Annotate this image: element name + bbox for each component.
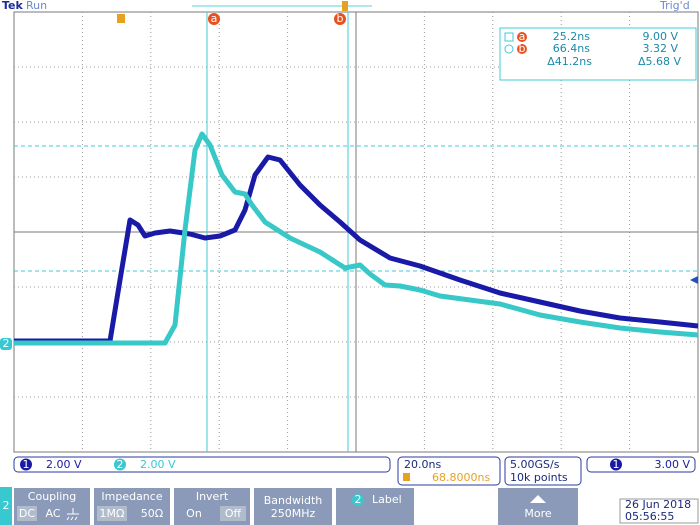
channel-2-marker	[0, 338, 12, 350]
a-time: 25.2ns	[553, 30, 590, 43]
menu-channel-tab	[0, 487, 12, 525]
timebase-position: 68.8000ns	[432, 471, 490, 484]
date: 26 Jun 2018	[625, 498, 691, 511]
invert-title: Invert	[196, 490, 229, 503]
bandwidth-title: Bandwidth	[264, 494, 323, 507]
cursor-b-label: b	[337, 12, 344, 25]
delta-volt: Δ5.68 V	[638, 55, 682, 68]
a-volt: 9.00 V	[642, 30, 678, 43]
label-title: Label	[372, 493, 402, 506]
label-button[interactable]: 2 Label	[336, 488, 414, 525]
readout-box	[499, 27, 697, 81]
coupling-title: Coupling	[28, 490, 76, 503]
trigger-level-marker	[690, 276, 698, 284]
timebase-scale: 20.0ns	[404, 458, 441, 471]
bandwidth-button[interactable]: Bandwidth 250MHz	[254, 488, 332, 525]
ch1-scale: 2.00 V	[46, 458, 82, 471]
b-volt: 3.32 V	[642, 42, 678, 55]
run-status: Run	[26, 0, 47, 12]
record-length: 10k points	[510, 471, 568, 484]
ch2-scale: 2.00 V	[140, 458, 176, 471]
channel-bar	[13, 456, 391, 473]
ch1-number: 1	[23, 458, 30, 471]
menu-channel: 2	[3, 499, 10, 512]
invert-off: Off	[225, 507, 242, 520]
cursor-a-badge	[208, 13, 220, 25]
delta-time: Δ41.2ns	[547, 55, 592, 68]
trigger-marker	[117, 14, 125, 23]
coupling-button[interactable]: Coupling DC AC	[14, 488, 90, 525]
channel-2-trace	[14, 131, 699, 346]
impedance-1m: 1MΩ	[100, 507, 125, 520]
more-button[interactable]: More	[498, 488, 578, 525]
trigger-level: 3.00 V	[654, 458, 690, 471]
impedance-title: Impedance	[101, 490, 162, 503]
datetime-box	[619, 498, 699, 524]
label-channel: 2	[355, 493, 362, 506]
cursor-a-label: a	[211, 12, 218, 25]
brand: Tek	[2, 0, 24, 12]
readout-a-badge: a	[519, 30, 526, 43]
invert-button[interactable]: Invert On Off	[174, 488, 250, 525]
trigger-status: Trig'd	[659, 0, 690, 12]
coupling-dc: DC	[19, 507, 35, 520]
trigger-source: 1	[613, 458, 620, 471]
channel-2-marker-label: 2	[3, 337, 10, 350]
cursor-readout: a b 25.2ns 9.00 V 66.4ns 3.32 V Δ41.2ns …	[499, 27, 697, 81]
coupling-ac: AC	[45, 507, 60, 520]
impedance-button[interactable]: Impedance 1MΩ 50Ω	[94, 488, 170, 525]
ch2-number: 2	[117, 458, 124, 471]
trigger-pos-marker	[342, 1, 348, 11]
readout-b-badge: b	[519, 42, 526, 55]
acquisition-box	[504, 456, 582, 486]
invert-on: On	[186, 507, 202, 520]
b-time: 66.4ns	[553, 42, 590, 55]
channel-1-trace	[14, 154, 699, 344]
bandwidth-value: 250MHz	[271, 507, 316, 520]
sample-rate: 5.00GS/s	[510, 458, 560, 471]
time: 05:56:55	[625, 510, 674, 523]
timebase-box	[397, 456, 501, 486]
impedance-50: 50Ω	[141, 507, 163, 520]
cursor-b-badge	[334, 13, 346, 25]
more-title: More	[524, 507, 552, 520]
